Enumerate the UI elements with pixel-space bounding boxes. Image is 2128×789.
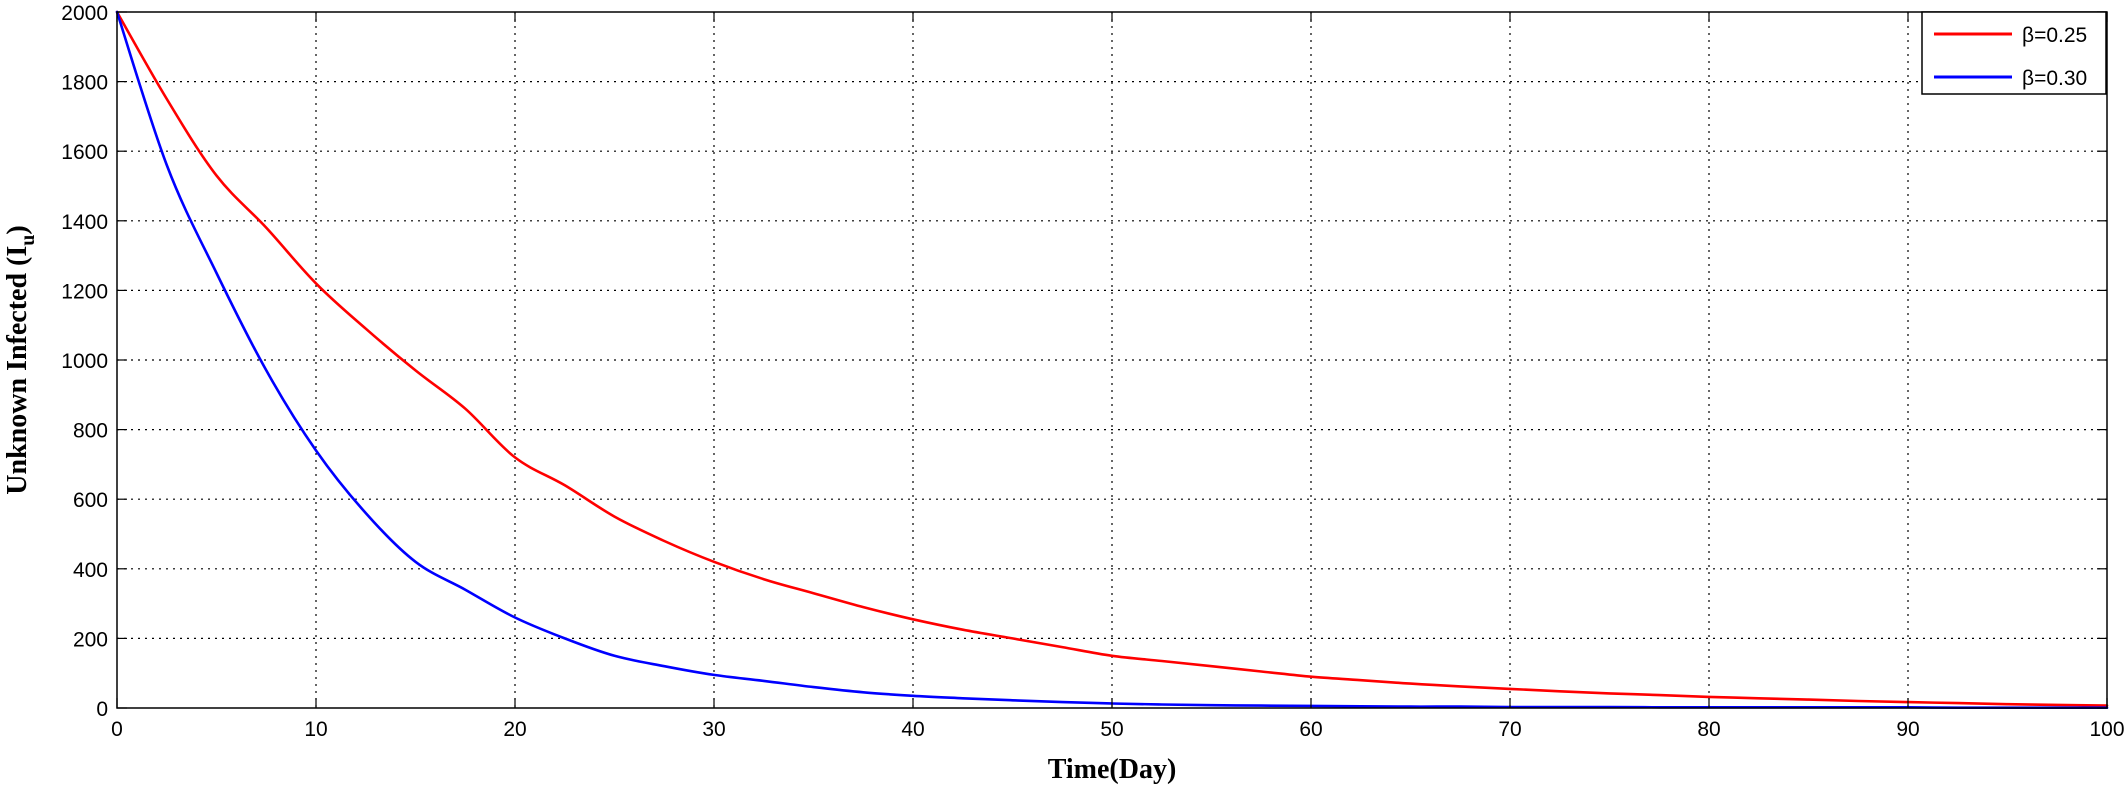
- x-tick-label: 0: [111, 718, 123, 741]
- y-axis-title: Unknown Infected (Iu): [2, 225, 39, 494]
- y-tick-label: 1200: [61, 280, 108, 303]
- svg-text:Unknown Infected (Iu): Unknown Infected (Iu): [2, 225, 39, 494]
- y-tick-label: 1800: [61, 72, 108, 95]
- x-axis-title: Time(Day): [1048, 754, 1177, 785]
- x-tick-label: 10: [304, 718, 327, 741]
- x-tick-label: 50: [1100, 718, 1123, 741]
- legend-label-2: β=0.30: [2022, 67, 2087, 90]
- y-tick-label: 1400: [61, 211, 108, 234]
- y-tick-label: 2000: [61, 2, 108, 25]
- y-tick-label: 400: [73, 559, 108, 582]
- y-axis-title-close: ): [2, 225, 33, 234]
- legend-label-1: β=0.25: [2022, 24, 2087, 47]
- x-tick-label: 70: [1498, 718, 1521, 741]
- x-tick-label: 20: [503, 718, 526, 741]
- x-tick-label: 40: [901, 718, 924, 741]
- y-axis-title-main: Unknown Infected (I: [2, 246, 33, 495]
- y-tick-label: 1600: [61, 141, 108, 164]
- x-tick-label: 90: [1896, 718, 1919, 741]
- legend-box: [1921, 11, 2107, 95]
- grid: [117, 12, 2107, 708]
- x-tick-label: 100: [2089, 718, 2124, 741]
- y-tick-label: 1000: [61, 350, 108, 373]
- tick-labels: 0 10 20 30 40 50 60 70 80 90 100020040060080010001…: [61, 2, 2124, 741]
- y-tick-label: 200: [73, 628, 108, 651]
- y-tick-label: 800: [73, 420, 108, 443]
- x-tick-label: 60: [1299, 718, 1322, 741]
- y-tick-label: 600: [73, 489, 108, 512]
- x-tick-label: 80: [1697, 718, 1720, 741]
- x-tick-label: 30: [702, 718, 725, 741]
- y-axis-title-subscript: u: [17, 235, 39, 246]
- legend: β=0.25 β=0.30: [1921, 11, 2107, 95]
- series-line-1: [115, 10, 2109, 707]
- y-tick-label: 0: [96, 698, 108, 721]
